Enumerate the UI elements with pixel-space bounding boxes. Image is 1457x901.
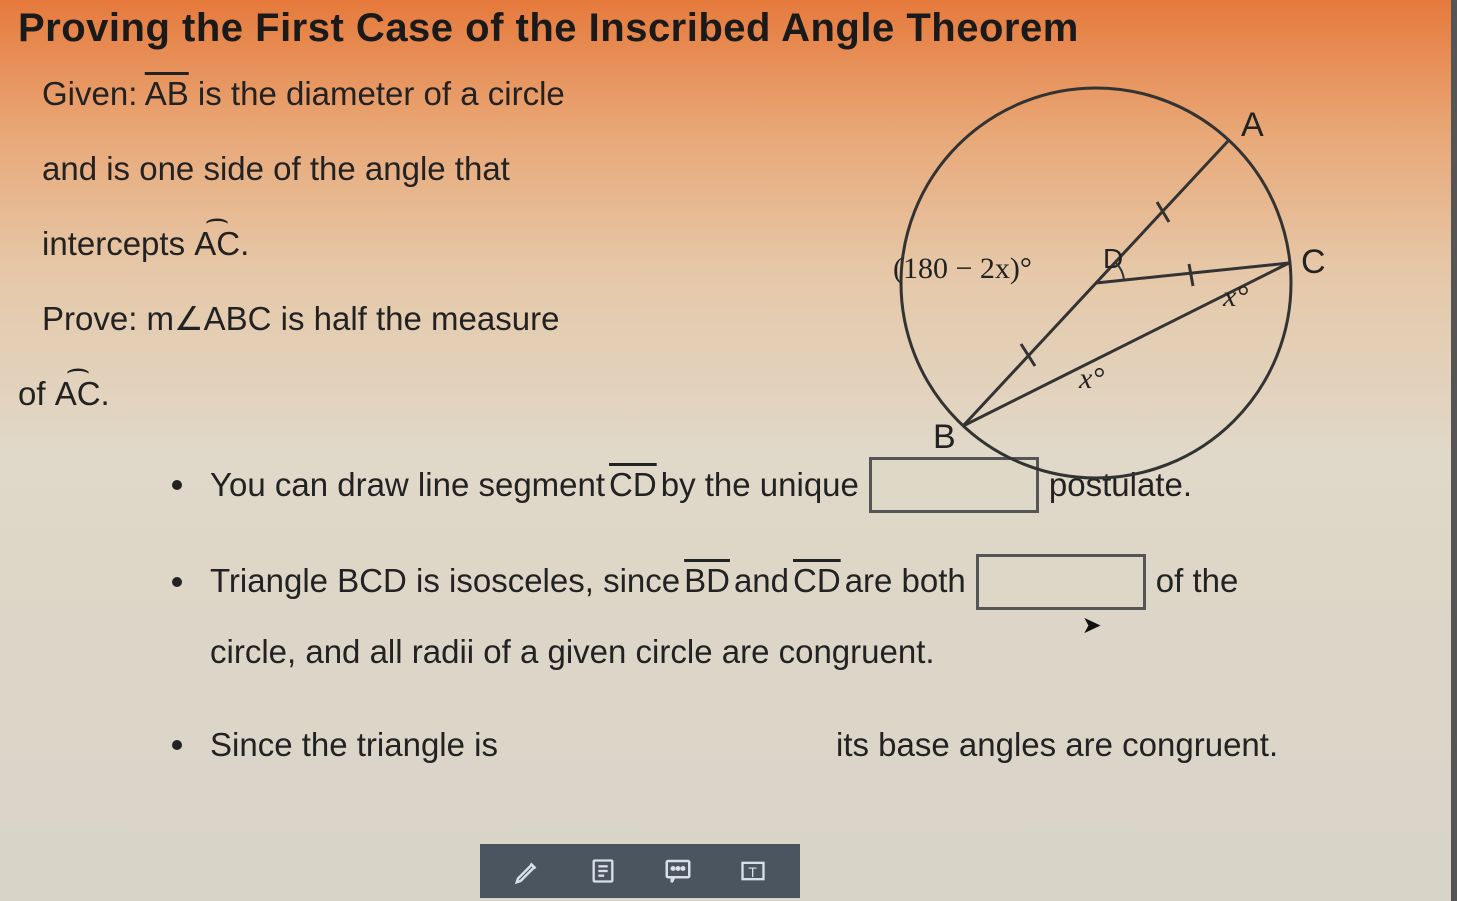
b2-text-3: are both — [845, 555, 966, 608]
label-x1: x° — [1078, 362, 1104, 395]
prove-line-2: of AC. — [18, 373, 662, 416]
bullet-2: Triangle BCD is isosceles, since BD and … — [172, 553, 1433, 678]
bullet-dot — [172, 740, 182, 750]
given-line-2: and is one side of the angle that — [42, 148, 662, 191]
label-a: A — [1241, 106, 1264, 144]
prove-line-1: Prove: m∠ABC is half the measure — [42, 298, 662, 341]
given-suffix: is the diameter of a circle — [189, 75, 565, 112]
blank-input-2[interactable] — [976, 554, 1146, 610]
comment-icon[interactable] — [661, 854, 695, 888]
page-title: Proving the First Case of the Inscribed … — [0, 0, 1451, 73]
svg-text:T: T — [748, 864, 757, 880]
segment-cd: CD — [609, 459, 657, 512]
segment-cd-2: CD — [793, 555, 841, 608]
segment-bd: BD — [684, 555, 730, 608]
annotation-toolbar: T — [480, 844, 800, 898]
text-box-icon[interactable]: T — [736, 854, 770, 888]
b1-text-1: You can draw line segment — [210, 459, 605, 512]
circle-diagram: A B C D (180 − 2x)° x° x° — [831, 68, 1361, 498]
bullet-dot — [172, 577, 182, 587]
page-root: Proving the First Case of the Inscribed … — [0, 0, 1457, 901]
arc-ac: AC — [194, 223, 240, 266]
arc-ac-2: AC — [55, 373, 101, 416]
label-b: B — [933, 418, 956, 456]
b2-text-4: of the — [1156, 555, 1239, 608]
b1-text-2: by the unique — [661, 459, 859, 512]
b3-text-2: its base angles are congruent. — [836, 719, 1278, 772]
bullet-dot — [172, 480, 182, 490]
cursor-icon: ➤ — [1082, 607, 1102, 645]
b3-text-1: Since the triangle is — [210, 719, 498, 772]
given-line-1: Given: AB is the diameter of a circle — [42, 73, 662, 116]
b2-text-1: Triangle BCD is isosceles, since — [210, 555, 680, 608]
segment-ab: AB — [145, 75, 189, 112]
given-line-3: intercepts AC. — [42, 223, 662, 266]
label-x2: x° — [1222, 280, 1248, 313]
label-center-angle: (180 − 2x)° — [893, 252, 1032, 285]
given-prefix: Given: — [42, 75, 145, 112]
b2-line2: circle, and all radii of a given circle … — [210, 626, 935, 679]
prove-prefix: of — [18, 375, 55, 412]
given-block: Given: AB is the diameter of a circle an… — [42, 73, 662, 415]
tick-dc — [1189, 264, 1193, 286]
b2-text-2: and — [734, 555, 789, 608]
intercepts-prefix: intercepts — [42, 225, 194, 262]
label-c: C — [1301, 243, 1326, 281]
intercepts-suffix: . — [240, 225, 249, 262]
diagram-svg: A B C D (180 − 2x)° x° x° — [831, 68, 1361, 498]
pen-icon[interactable] — [511, 854, 545, 888]
prove-suffix: . — [101, 375, 110, 412]
bullet-3: Since the triangle is its base angles ar… — [172, 719, 1433, 772]
note-icon[interactable] — [586, 854, 620, 888]
